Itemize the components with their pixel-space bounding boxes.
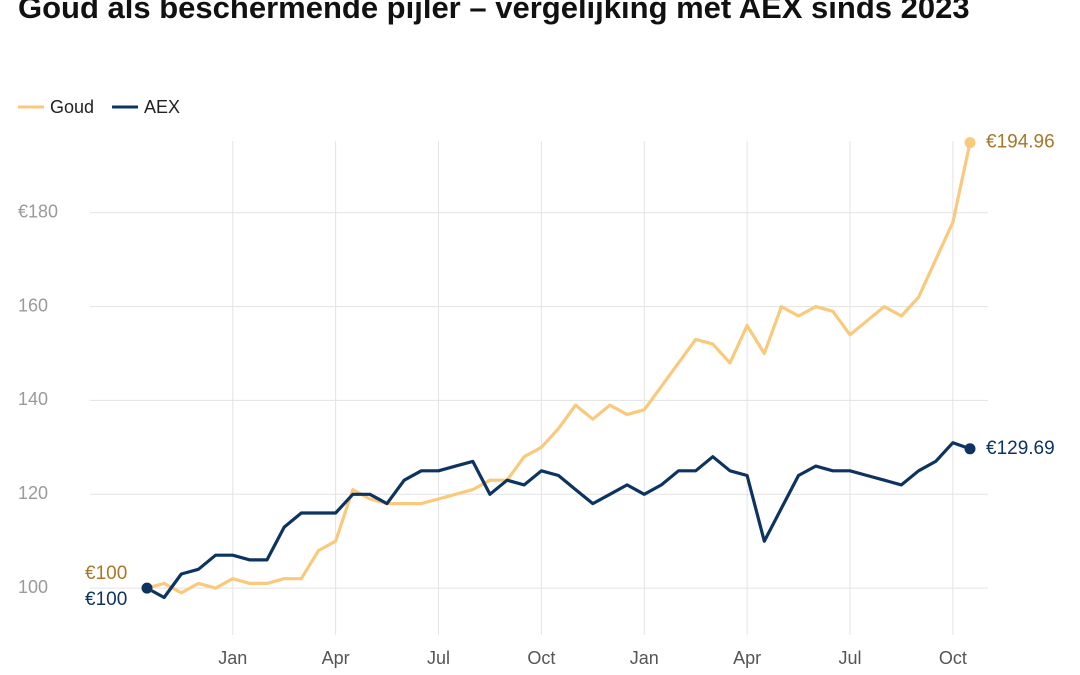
- x-tick-label: Jan: [630, 648, 659, 668]
- x-tick-label: Jan: [218, 648, 247, 668]
- y-tick-label: 160: [18, 295, 48, 315]
- value-label: €194.96: [986, 132, 1055, 153]
- legend-label: Goud: [50, 97, 94, 117]
- legend-label: AEX: [144, 97, 180, 117]
- y-tick-label: 140: [18, 389, 48, 409]
- end-point: [141, 582, 153, 594]
- value-label: €100: [85, 589, 127, 610]
- y-tick-label: 120: [18, 483, 48, 503]
- value-label: €129.69: [986, 438, 1055, 459]
- line-series: [146, 441, 971, 600]
- chart-title: Goud als beschermende pijler – vergelijk…: [18, 0, 970, 25]
- y-tick-label: 100: [18, 577, 48, 597]
- x-tick-label: Jul: [427, 648, 450, 668]
- x-tick-label: Oct: [527, 648, 555, 668]
- x-tick-label: Apr: [322, 648, 350, 668]
- end-point: [964, 137, 976, 149]
- x-tick-label: Oct: [939, 648, 967, 668]
- x-tick-label: Jul: [838, 648, 861, 668]
- end-point: [964, 443, 976, 455]
- y-tick-label: €180: [18, 202, 58, 222]
- line-series: [146, 142, 972, 595]
- value-label: €100: [85, 563, 127, 584]
- x-tick-label: Apr: [733, 648, 761, 668]
